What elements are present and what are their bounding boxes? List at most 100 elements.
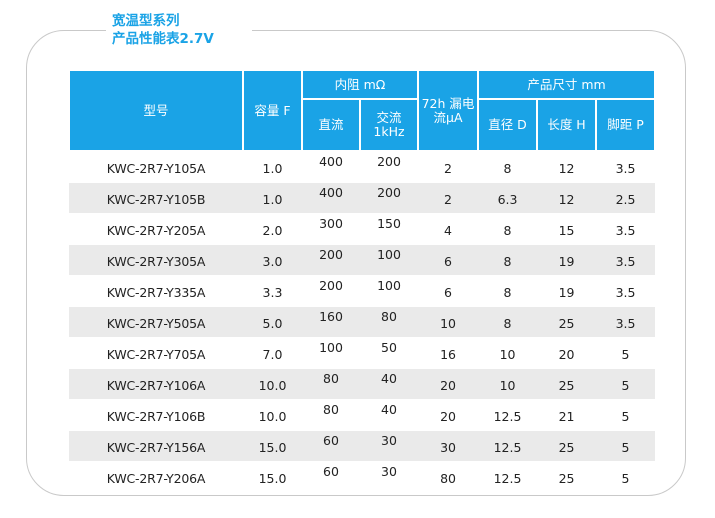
cell-pitch: 3.5 [596, 150, 656, 183]
table-row: KWC-2R7-Y206A 15.0 60 30 80 12.5 25 5 [69, 461, 656, 492]
cell-leakage: 30 [418, 430, 479, 462]
cell-pitch: 3.5 [596, 306, 656, 338]
cell-model: KWC-2R7-Y206A [69, 461, 243, 492]
header-model: 型号 [68, 69, 244, 152]
cell-leakage: 80 [418, 461, 479, 492]
cell-model: KWC-2R7-Y105B [69, 182, 243, 214]
cell-length: 25 [537, 430, 597, 462]
cell-dc: 400 [302, 150, 360, 183]
cell-pitch: 5 [596, 337, 656, 369]
cell-ac: 80 [360, 306, 419, 338]
cell-diameter: 6.3 [478, 182, 538, 214]
cell-length: 21 [537, 399, 597, 431]
cell-dc: 160 [302, 306, 360, 338]
table-row: KWC-2R7-Y335A 3.3 200 100 6 8 19 3.5 [69, 275, 656, 307]
cell-length: 25 [537, 461, 597, 492]
cell-dc: 100 [302, 337, 360, 369]
cell-leakage: 16 [418, 337, 479, 369]
table-row: KWC-2R7-Y156A 15.0 60 30 30 12.5 25 5 [69, 430, 656, 462]
cell-capacity: 1.0 [243, 182, 302, 214]
table-body: KWC-2R7-Y105A 1.0 400 200 2 8 12 3.5 KWC… [69, 150, 656, 492]
cell-length: 12 [537, 182, 597, 214]
cell-capacity: 2.0 [243, 213, 302, 245]
cell-dc: 300 [302, 213, 360, 245]
cell-capacity: 5.0 [243, 306, 302, 338]
cell-ac: 200 [360, 182, 419, 214]
cell-model: KWC-2R7-Y705A [69, 337, 243, 369]
cell-ac: 100 [360, 244, 419, 276]
header-capacity: 容量 F [242, 69, 303, 152]
cell-leakage: 6 [418, 275, 479, 307]
cell-capacity: 10.0 [243, 368, 302, 400]
cell-pitch: 5 [596, 461, 656, 492]
cell-capacity: 15.0 [243, 430, 302, 462]
title-line-1: 宽温型系列 [112, 13, 180, 29]
cell-ac: 50 [360, 337, 419, 369]
header-dc: 直流 [301, 98, 361, 152]
table-header: 型号 容量 F 内阻 mΩ 72h 漏电 流μA 产品尺寸 mm 直流 交流 1… [68, 69, 657, 152]
header-ac-line-2: 1kHz [373, 124, 405, 139]
cell-leakage: 6 [418, 244, 479, 276]
cell-diameter: 12.5 [478, 430, 538, 462]
table-row: KWC-2R7-Y305A 3.0 200 100 6 8 19 3.5 [69, 244, 656, 276]
cell-ac: 100 [360, 275, 419, 307]
cell-ac: 40 [360, 368, 419, 400]
cell-model: KWC-2R7-Y156A [69, 430, 243, 462]
cell-pitch: 3.5 [596, 213, 656, 245]
header-length: 长度 H [536, 98, 598, 152]
table-row: KWC-2R7-Y705A 7.0 100 50 16 10 20 5 [69, 337, 656, 369]
cell-leakage: 20 [418, 368, 479, 400]
header-leakage-line-1: 72h 漏电 [421, 96, 475, 111]
cell-length: 25 [537, 368, 597, 400]
cell-ac: 30 [360, 461, 419, 492]
cell-model: KWC-2R7-Y335A [69, 275, 243, 307]
table-row: KWC-2R7-Y105B 1.0 400 200 2 6.3 12 2.5 [69, 182, 656, 214]
cell-dc: 200 [302, 275, 360, 307]
cell-pitch: 3.5 [596, 275, 656, 307]
cell-dc: 60 [302, 461, 360, 492]
cell-pitch: 5 [596, 399, 656, 431]
cell-diameter: 12.5 [478, 461, 538, 492]
cell-dc: 400 [302, 182, 360, 214]
cell-pitch: 2.5 [596, 182, 656, 214]
cell-length: 15 [537, 213, 597, 245]
cell-dc: 200 [302, 244, 360, 276]
cell-length: 20 [537, 337, 597, 369]
table-row: KWC-2R7-Y205A 2.0 300 150 4 8 15 3.5 [69, 213, 656, 245]
cell-model: KWC-2R7-Y106A [69, 368, 243, 400]
header-ac-line-1: 交流 [376, 110, 402, 125]
table-row: KWC-2R7-Y106B 10.0 80 40 20 12.5 21 5 [69, 399, 656, 431]
cell-ac: 30 [360, 430, 419, 462]
spec-table: 型号 容量 F 内阻 mΩ 72h 漏电 流μA 产品尺寸 mm 直流 交流 1… [68, 69, 657, 492]
cell-capacity: 1.0 [243, 150, 302, 183]
cell-length: 25 [537, 306, 597, 338]
cell-model: KWC-2R7-Y505A [69, 306, 243, 338]
header-leakage: 72h 漏电 流μA [417, 69, 480, 152]
header-leakage-line-2: 流μA [433, 110, 463, 125]
cell-dc: 80 [302, 399, 360, 431]
cell-diameter: 8 [478, 213, 538, 245]
cell-pitch: 3.5 [596, 244, 656, 276]
header-ac: 交流 1kHz [358, 98, 420, 152]
cell-pitch: 5 [596, 368, 656, 400]
cell-model: KWC-2R7-Y205A [69, 213, 243, 245]
cell-dc: 80 [302, 368, 360, 400]
header-pitch: 脚距 P [595, 98, 657, 152]
cell-length: 19 [537, 244, 597, 276]
cell-leakage: 4 [418, 213, 479, 245]
cell-ac: 40 [360, 399, 419, 431]
cell-model: KWC-2R7-Y105A [69, 150, 243, 183]
page-title: 宽温型系列 产品性能表2.7V [112, 12, 214, 48]
cell-diameter: 10 [478, 368, 538, 400]
cell-diameter: 8 [478, 244, 538, 276]
title-line-2: 产品性能表2.7V [112, 31, 214, 47]
cell-leakage: 2 [418, 182, 479, 214]
table-row: KWC-2R7-Y106A 10.0 80 40 20 10 25 5 [69, 368, 656, 400]
cell-model: KWC-2R7-Y106B [69, 399, 243, 431]
cell-ac: 150 [360, 213, 419, 245]
cell-capacity: 10.0 [243, 399, 302, 431]
cell-capacity: 3.3 [243, 275, 302, 307]
cell-length: 12 [537, 150, 597, 183]
cell-model: KWC-2R7-Y305A [69, 244, 243, 276]
cell-leakage: 20 [418, 399, 479, 431]
